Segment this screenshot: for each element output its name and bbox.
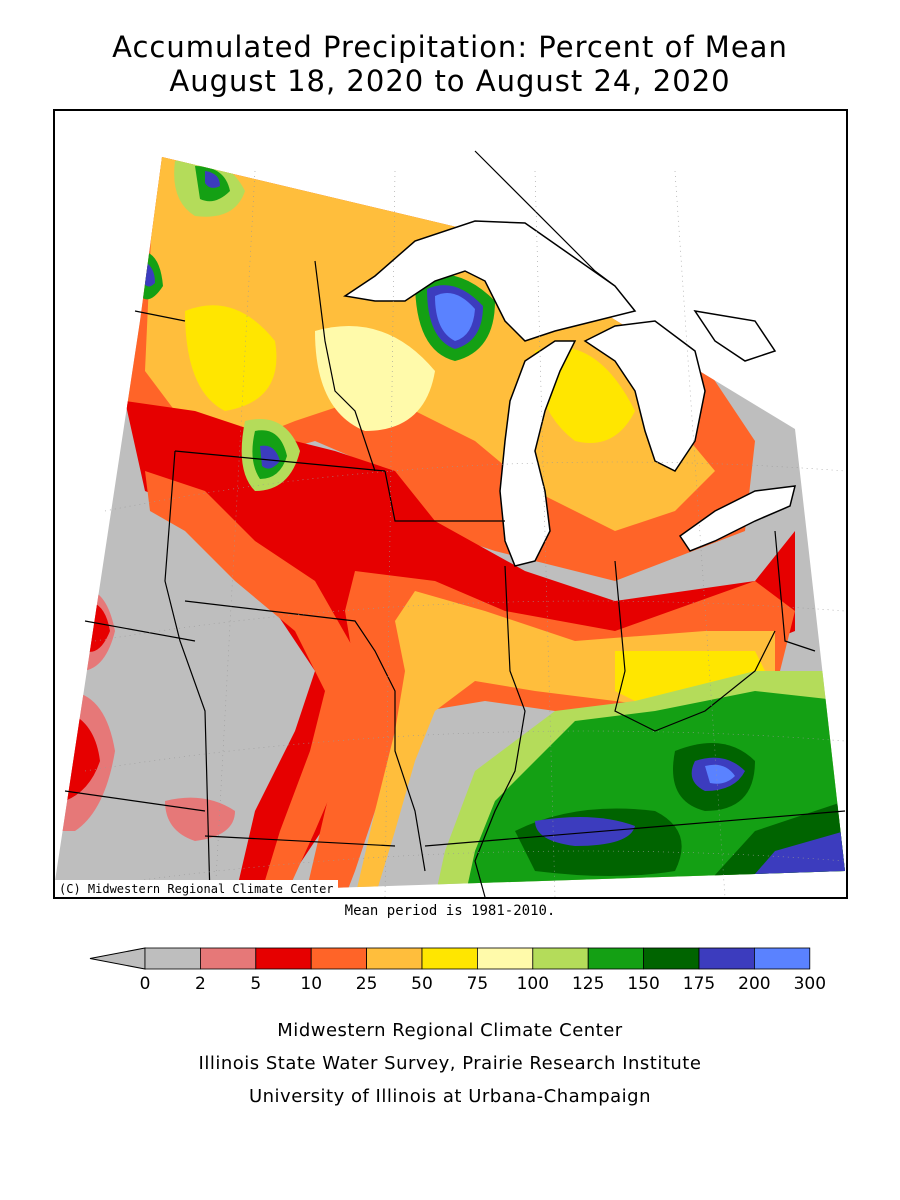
- map-title-line1: Accumulated Precipitation: Percent of Me…: [112, 30, 788, 64]
- state-boundaries: [64, 150, 846, 897]
- credit-line-3: University of Illinois at Urbana-Champai…: [248, 1086, 652, 1107]
- legend-swatch: [144, 947, 201, 970]
- legend-tick-label: 125: [572, 974, 604, 994]
- legend-tick-label: 2: [195, 974, 206, 994]
- great-lakes: [343, 220, 796, 567]
- legend-tick-label: 50: [411, 974, 433, 994]
- precipitation-map: (C) Midwestern Regional Climate Center: [53, 109, 848, 899]
- legend-tick-label: 0: [140, 974, 151, 994]
- credit-line-1: Midwestern Regional Climate Center: [277, 1020, 623, 1041]
- legend-arrow: [89, 947, 146, 970]
- legend-swatch: [698, 947, 755, 970]
- graticule: [64, 170, 846, 897]
- legend-tick-label: 5: [250, 974, 261, 994]
- color-legend: 0 2 5 10 25 50 75 100 125 150 175 200 300: [88, 940, 838, 1000]
- legend-swatch: [476, 947, 534, 970]
- mean-period-note: Mean period is 1981-2010.: [344, 903, 556, 919]
- legend-tick-label: 100: [517, 974, 549, 994]
- legend-tick-label: 75: [467, 974, 489, 994]
- credit-line-2: Illinois State Water Survey, Prairie Res…: [198, 1053, 702, 1074]
- legend-tick-label: 25: [356, 974, 378, 994]
- legend-tick-label: 10: [300, 974, 322, 994]
- legend-swatch: [366, 947, 423, 970]
- legend-tick-label: 200: [738, 974, 770, 994]
- legend-tick-label: 150: [627, 974, 659, 994]
- map-title-line2: August 18, 2020 to August 24, 2020: [169, 64, 731, 98]
- copyright-credit: (C) Midwestern Regional Climate Center: [55, 880, 338, 897]
- legend-swatch: [255, 947, 312, 970]
- legend-swatch: [587, 947, 645, 970]
- legend-swatch: [421, 947, 478, 970]
- legend-swatch: [200, 947, 257, 970]
- legend-swatch: [643, 947, 700, 970]
- legend-tick-label: 175: [683, 974, 715, 994]
- legend-swatch: [532, 947, 589, 970]
- legend-swatch: [754, 947, 811, 970]
- legend-swatch: [310, 947, 367, 970]
- legend-tick-label: 300: [794, 974, 826, 994]
